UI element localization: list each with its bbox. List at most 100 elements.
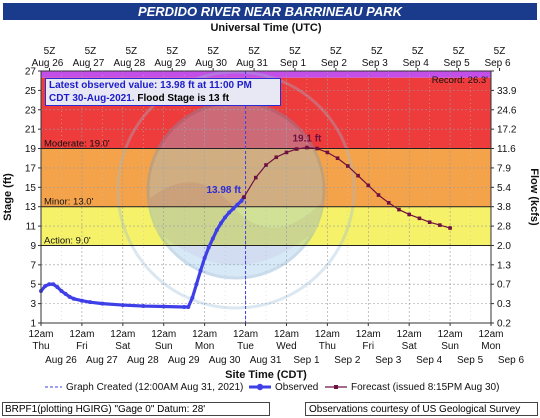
y-tick-label: 11 xyxy=(26,222,37,233)
y-tick-label: 15 xyxy=(25,183,37,194)
observed-point xyxy=(88,300,93,305)
top-tick-date: Sep 2 xyxy=(321,58,348,69)
x-tick-day: Sat xyxy=(115,341,130,352)
forecast-point xyxy=(315,146,319,151)
x-tick-time: 12am xyxy=(356,329,381,340)
flow-tick-label: 7.9 xyxy=(497,163,511,174)
footer-datum: BRPF1(plotting HGIRG) "Gage 0" Datum: 28… xyxy=(2,402,270,416)
flow-tick-label: 2.8 xyxy=(497,222,511,233)
record-band xyxy=(41,71,491,78)
x-tick-date: Aug 29 xyxy=(168,355,200,366)
observed-point xyxy=(100,301,105,306)
bottom-axis-title: Site Time (CDT) xyxy=(225,369,307,381)
flow-tick-label: 5.4 xyxy=(497,183,511,194)
legend-created-label: Graph Created (12:00AM Aug 31, 2021) xyxy=(66,382,243,393)
x-tick-date: Aug 26 xyxy=(45,355,77,366)
top-tick-date: Aug 31 xyxy=(236,58,268,69)
y-tick-label: 17 xyxy=(25,163,37,174)
x-tick-time: 12am xyxy=(315,329,340,340)
top-tick-time: 5Z xyxy=(371,46,383,57)
forecast-point xyxy=(438,223,442,227)
x-tick-date: Sep 1 xyxy=(293,355,320,366)
forecast-point xyxy=(386,201,391,205)
x-tick-time: 12am xyxy=(151,329,176,340)
top-axis-title: Universal Time (UTC) xyxy=(210,22,321,34)
forecast-point xyxy=(335,156,340,161)
flow-tick-label: 3.8 xyxy=(497,202,511,213)
flow-tick-label: 0.3 xyxy=(497,299,511,310)
latest-observed-date: CDT 30-Aug-2021. xyxy=(49,92,135,104)
observed-point xyxy=(235,202,240,207)
forecast-point xyxy=(253,175,258,180)
y-tick-label: 21 xyxy=(25,125,37,136)
x-tick-date: Aug 27 xyxy=(86,355,118,366)
y-tick-label: 19 xyxy=(25,144,37,155)
observed-point xyxy=(59,289,64,294)
x-tick-day: Thu xyxy=(319,341,336,352)
footer-credit: Observations courtesy of US Geological S… xyxy=(305,402,538,416)
x-tick-date: Sep 6 xyxy=(498,355,525,366)
x-tick-day: Sun xyxy=(441,341,459,352)
observed-point xyxy=(239,198,244,203)
observed-point xyxy=(79,298,84,303)
observed-point xyxy=(219,221,223,226)
flow-tick-label: 2.0 xyxy=(497,241,511,252)
flow-tick-label: 0.2 xyxy=(497,319,511,330)
observed-point xyxy=(51,282,56,287)
x-tick-day: Sun xyxy=(155,341,173,352)
top-tick-date: Sep 1 xyxy=(280,58,307,69)
flow-tick-label: 1.3 xyxy=(497,260,511,271)
forecast-point xyxy=(325,150,330,155)
latest-observed-line1: Latest observed value: 13.98 ft at 11:00… xyxy=(49,80,252,91)
x-tick-time: 12am xyxy=(438,329,463,340)
top-tick-date: Aug 29 xyxy=(154,58,186,69)
y-tick-label: 5 xyxy=(30,280,36,291)
x-tick-time: 12am xyxy=(233,329,258,340)
flow-tick-label: 17.2 xyxy=(497,125,517,136)
x-tick-time: 12am xyxy=(28,329,53,340)
threshold-label-moderate: Moderate: 19.0' xyxy=(44,139,110,150)
observed-point xyxy=(210,236,215,241)
top-tick-date: Sep 6 xyxy=(484,58,511,69)
top-tick-time: 5Z xyxy=(126,46,138,57)
x-tick-time: 12am xyxy=(192,329,217,340)
x-tick-date: Sep 3 xyxy=(375,355,402,366)
x-tick-date: Sep 5 xyxy=(457,355,484,366)
top-tick-date: Aug 27 xyxy=(73,58,105,69)
watermark-ring xyxy=(116,70,356,310)
y-tick-label: 7 xyxy=(30,260,36,271)
top-tick-date: Aug 28 xyxy=(113,58,145,69)
forecast-point xyxy=(305,145,309,150)
observed-point xyxy=(214,227,219,232)
observed-point xyxy=(71,296,76,301)
top-tick-time: 5Z xyxy=(248,46,260,57)
observed-point xyxy=(161,304,166,309)
threshold-label-action: Action: 9.0' xyxy=(44,235,91,246)
flow-tick-label: 24.6 xyxy=(497,105,517,116)
plot-frame xyxy=(40,70,492,324)
observed-point xyxy=(223,215,228,220)
y-tick-label: 27 xyxy=(25,67,37,78)
observed-point xyxy=(186,305,191,310)
legend-forecast-marker xyxy=(334,385,338,389)
top-tick-time: 5Z xyxy=(166,46,178,57)
legend-forecast-label: Forecast (issued 8:15PM Aug 30) xyxy=(351,382,499,393)
latest-observed-box: Latest observed value: 13.98 ft at 11:00… xyxy=(45,78,281,106)
observed-point xyxy=(198,268,203,273)
forecast-point xyxy=(397,207,401,212)
top-tick-date: Sep 5 xyxy=(444,58,471,69)
watermark-wave xyxy=(148,182,324,265)
observed-point xyxy=(190,295,195,300)
top-tick-date: Sep 4 xyxy=(403,58,430,69)
x-tick-date: Aug 30 xyxy=(209,355,241,366)
x-tick-time: 12am xyxy=(478,329,503,340)
y-tick-label: 1 xyxy=(30,319,36,330)
x-tick-day: Sat xyxy=(402,341,417,352)
flow-tick-label: 33.9 xyxy=(497,86,517,97)
observed-point xyxy=(47,282,52,287)
flow-tick-label: 0.7 xyxy=(497,280,511,291)
x-tick-day: Mon xyxy=(481,341,500,352)
x-tick-time: 12am xyxy=(397,329,422,340)
forecast-point xyxy=(242,195,246,199)
chart-title: PERDIDO RIVER NEAR BARRINEAU PARK xyxy=(3,3,537,20)
